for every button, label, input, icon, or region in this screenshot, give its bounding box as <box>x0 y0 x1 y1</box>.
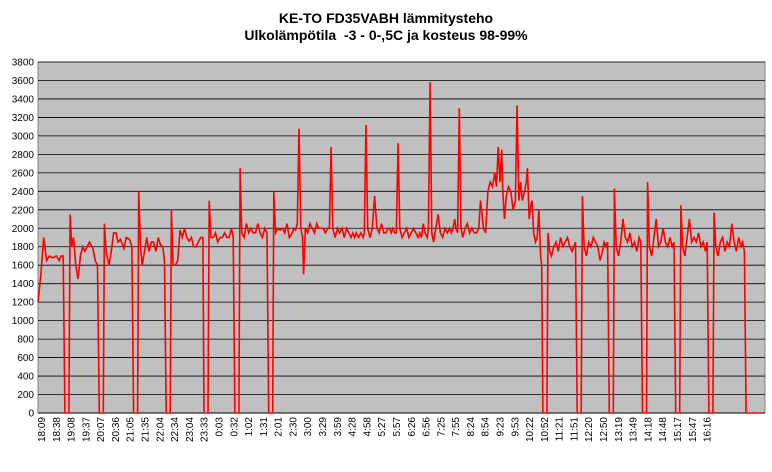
x-tick-label: 4:28 <box>348 417 359 437</box>
y-tick-label: 2000 <box>12 224 35 235</box>
series-line <box>37 82 762 414</box>
x-tick-label: 4:58 <box>362 417 373 437</box>
x-tick-label: 5:57 <box>392 417 403 437</box>
x-tick-label: 10:22 <box>525 417 536 442</box>
y-tick-label: 3600 <box>12 76 35 87</box>
x-tick-label: 13:49 <box>629 417 640 442</box>
x-tick-label: 2:01 <box>274 417 285 437</box>
y-tick-label: 1800 <box>12 242 35 253</box>
x-tick-label: 15:17 <box>673 417 684 442</box>
x-tick-label: 20:36 <box>111 417 122 442</box>
x-tick-label: 7:25 <box>436 417 447 437</box>
x-tick-label: 19:37 <box>81 417 92 442</box>
x-tick-label: 10:52 <box>540 417 551 442</box>
y-tick-label: 3800 <box>12 58 35 69</box>
y-tick-label: 2400 <box>12 187 35 198</box>
chart-title-block: KE-TO FD35VABH lämmitysteho Ulkolämpötil… <box>0 10 772 44</box>
x-tick-label: 16:16 <box>703 417 714 442</box>
chart-subtitle: Ulkolämpötila -3 - 0-,5C ja kosteus 98-9… <box>244 27 528 43</box>
x-tick-label: 23:33 <box>200 417 211 442</box>
y-tick-label: 400 <box>17 372 34 383</box>
x-tick-label: 5:27 <box>377 417 388 437</box>
y-tick-label: 3200 <box>12 113 35 124</box>
x-tick-label: 15:47 <box>688 417 699 442</box>
x-tick-label: 12:20 <box>584 417 595 442</box>
x-tick-label: 6:56 <box>422 417 433 437</box>
x-tick-label: 0:32 <box>229 417 240 437</box>
x-axis: 18:09 18:38 19:08 19:37 20:07 20:36 21:05 21:35… <box>37 412 765 442</box>
y-tick-label: 2800 <box>12 150 35 161</box>
y-tick-label: 2200 <box>12 205 35 216</box>
x-tick-label: 3:00 <box>303 417 314 437</box>
x-tick-label: 18:38 <box>52 417 63 442</box>
x-tick-label: 21:35 <box>141 417 152 442</box>
y-tick-label: 1400 <box>12 279 35 290</box>
y-tick-label: 200 <box>17 390 34 401</box>
x-tick-label: 3:59 <box>333 417 344 437</box>
x-tick-label: 19:08 <box>67 417 78 442</box>
x-tick-label: 9:53 <box>510 417 521 437</box>
x-tick-label: 8:54 <box>481 417 492 437</box>
y-tick-label: 1200 <box>12 298 35 309</box>
chart-title: KE-TO FD35VABH lämmitysteho <box>278 10 494 26</box>
x-tick-label: 6:26 <box>407 417 418 437</box>
y-tick-label: 2600 <box>12 168 35 179</box>
y-tick-label: 1600 <box>12 261 35 272</box>
x-tick-label: 2:30 <box>288 417 299 437</box>
x-tick-label: 20:07 <box>96 417 107 442</box>
x-tick-label: 22:34 <box>170 417 181 442</box>
x-tick-label: 11:21 <box>555 417 566 442</box>
y-tick-label: 3000 <box>12 131 35 142</box>
x-tick-label: 8:24 <box>466 417 477 437</box>
x-tick-label: 23:04 <box>185 417 196 442</box>
x-tick-label: 13:19 <box>614 417 625 442</box>
x-tick-label: 18:09 <box>37 417 48 442</box>
x-tick-label: 1:02 <box>244 417 255 437</box>
x-tick-label: 3:29 <box>318 417 329 437</box>
x-tick-label: 1:31 <box>259 417 270 437</box>
x-tick-label: 14:48 <box>658 417 669 442</box>
y-axis: 0 200 400 600 800 1000 1200 1400 1600 1800 2000 220… <box>12 58 35 420</box>
y-tick-label: 600 <box>17 353 34 364</box>
x-tick-label: 0:03 <box>214 417 225 437</box>
x-tick-label: 12:50 <box>599 417 610 442</box>
y-tick-label: 800 <box>17 335 34 346</box>
y-tick-label: 1000 <box>12 316 35 327</box>
x-tick-label: 9:23 <box>495 417 506 437</box>
x-tick-label: 22:04 <box>155 417 166 442</box>
x-tick-label: 7:55 <box>451 417 462 437</box>
y-tick-label: 0 <box>28 409 34 420</box>
x-tick-label: 14:18 <box>643 417 654 442</box>
gridlines <box>38 61 765 395</box>
y-tick-label: 3400 <box>12 94 35 105</box>
x-tick-label: 11:51 <box>569 417 580 442</box>
x-tick-label: 21:05 <box>126 417 137 442</box>
